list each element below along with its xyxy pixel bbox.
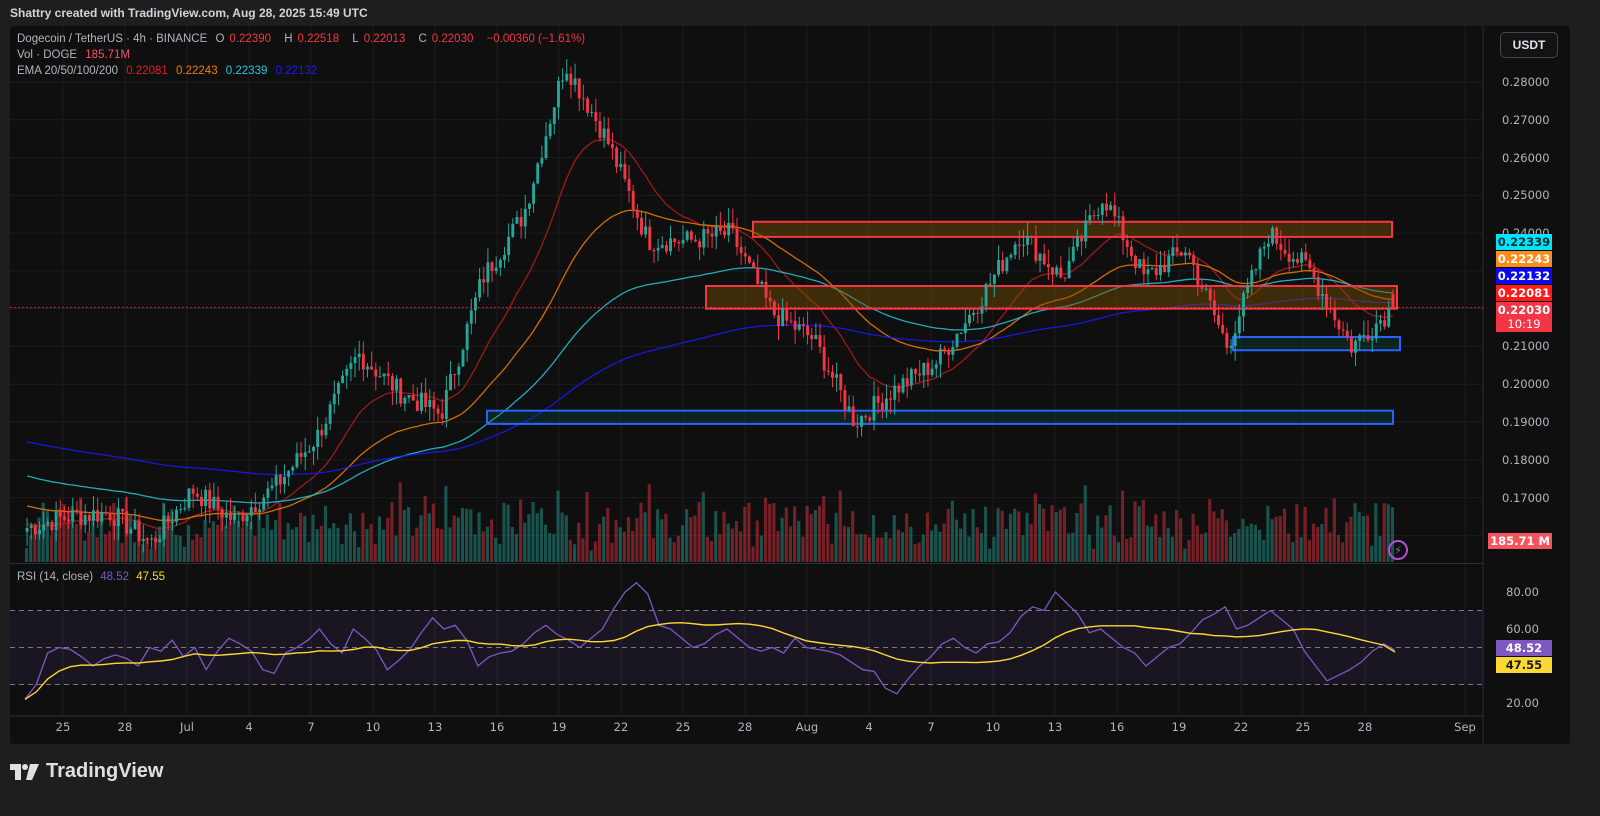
time-axis-label: 4: [865, 720, 873, 734]
time-axis-label: 22: [613, 720, 629, 734]
ohlc-low: L 0.22013: [352, 33, 406, 45]
time-axis-label: Sep: [1454, 720, 1476, 734]
time-axis-label: 28: [117, 720, 133, 734]
time-axis-label: 13: [427, 720, 443, 734]
time-axis-label: 19: [1171, 720, 1187, 734]
price-axis-label: 0.19000: [1502, 415, 1550, 430]
time-axis-label: 16: [489, 720, 505, 734]
volume-tag: 185.71 M: [1488, 533, 1552, 549]
rsi-ma-tag: 47.55: [1496, 657, 1552, 673]
chart-credit: Shattry created with TradingView.com, Au…: [10, 6, 368, 20]
rsi-value: 48.52: [100, 571, 130, 583]
price-tag: 0.22132: [1496, 268, 1552, 284]
ema200-value: 0.22132: [275, 65, 318, 77]
time-axis-label: 13: [1047, 720, 1063, 734]
tradingview-logo-icon: [10, 763, 39, 780]
time-axis-label: 10: [985, 720, 1001, 734]
rsi-axis-label: 60.00: [1506, 622, 1539, 636]
price-axis-label: 0.26000: [1502, 150, 1550, 165]
price-axis-label: 0.25000: [1502, 188, 1550, 203]
time-axis-label: 16: [1109, 720, 1125, 734]
time-axis-label: 25: [55, 720, 71, 734]
volume-value: 185.71M: [85, 49, 131, 61]
time-axis-label: Aug: [795, 720, 819, 734]
price-tag: 0.22339: [1496, 234, 1552, 250]
pane-divider[interactable]: [10, 563, 1483, 564]
price-tag: 0.22030 10:19: [1496, 302, 1552, 332]
time-axis-label: 25: [1295, 720, 1311, 734]
price-axis-label: 0.20000: [1502, 377, 1550, 392]
time-axis-label: Jul: [180, 720, 194, 734]
time-axis-label: 28: [737, 720, 753, 734]
price-change: −0.00360 (−1.61%): [486, 33, 586, 45]
time-axis-label: 7: [307, 720, 315, 734]
rsi-axis-label: 80.00: [1506, 585, 1539, 599]
ohlc-high: H 0.22518: [284, 33, 340, 45]
ohlc-close: C 0.22030: [418, 33, 474, 45]
current-price-tag: [1496, 273, 1552, 275]
bar-countdown: 10:19: [1507, 317, 1541, 331]
chart-canvas[interactable]: [10, 26, 1570, 744]
ema50-value: 0.22243: [176, 65, 218, 77]
ohlc-open: O 0.22390: [215, 33, 271, 45]
price-tag: 0.22081: [1496, 285, 1552, 301]
tradingview-brand: TradingView: [10, 760, 163, 783]
rsi-legend[interactable]: RSI (14, close) 48.52 47.55: [17, 571, 166, 583]
price-axis-label: 0.21000: [1502, 339, 1550, 354]
time-axis-label: 25: [675, 720, 691, 734]
rsi-axis-label: 20.00: [1506, 696, 1539, 710]
symbol-legend: Dogecoin / TetherUS · 4h · BINANCE O 0.22…: [17, 33, 590, 45]
currency-button[interactable]: USDT: [1500, 32, 1558, 58]
time-axis-label: 4: [245, 720, 253, 734]
price-axis-label: 0.28000: [1502, 75, 1550, 89]
time-axis-label: 7: [927, 720, 935, 734]
volume-legend[interactable]: Vol · DOGE 185.71M: [17, 49, 131, 61]
ema-legend[interactable]: EMA 20/50/100/200 0.22081 0.22243 0.2233…: [17, 65, 318, 77]
symbol-title[interactable]: Dogecoin / TetherUS · 4h · BINANCE: [17, 33, 208, 45]
time-axis-label: 19: [551, 720, 567, 734]
time-axis-label: 10: [365, 720, 381, 734]
price-tag: 0.22243: [1496, 251, 1552, 267]
ema20-value: 0.22081: [126, 65, 168, 77]
rsi-tag: 48.52: [1496, 640, 1552, 656]
price-axis-label: 0.17000: [1502, 490, 1550, 505]
lightning-icon[interactable]: ⚡: [1388, 540, 1408, 560]
rsi-ma-value: 47.55: [136, 571, 166, 583]
ema100-value: 0.22339: [225, 65, 268, 77]
time-axis-label: 22: [1233, 720, 1249, 734]
time-axis-label: 28: [1357, 720, 1373, 734]
chart-frame[interactable]: Dogecoin / TetherUS · 4h · BINANCE O 0.22…: [10, 26, 1570, 744]
price-axis-label: 0.27000: [1502, 112, 1550, 127]
price-axis-label: 0.18000: [1502, 452, 1550, 467]
